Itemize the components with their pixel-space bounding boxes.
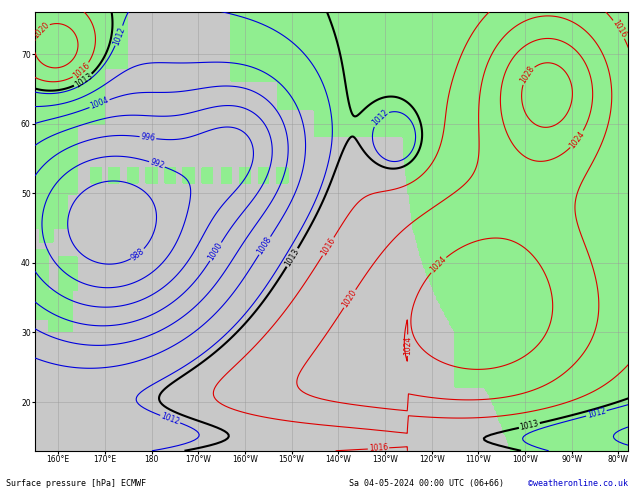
Text: 1012: 1012 bbox=[370, 108, 390, 128]
Text: 1016: 1016 bbox=[72, 61, 92, 80]
Text: ©weatheronline.co.uk: ©weatheronline.co.uk bbox=[527, 479, 628, 488]
Text: 1012: 1012 bbox=[112, 25, 127, 46]
Text: Sa 04-05-2024 00:00 UTC (06+66): Sa 04-05-2024 00:00 UTC (06+66) bbox=[349, 479, 503, 488]
Text: 1024: 1024 bbox=[403, 336, 412, 355]
Text: 1020: 1020 bbox=[340, 288, 359, 309]
Text: 1016: 1016 bbox=[624, 186, 634, 206]
Text: 988: 988 bbox=[129, 246, 146, 262]
Text: 1016: 1016 bbox=[368, 443, 389, 453]
Text: 1013: 1013 bbox=[283, 247, 301, 268]
Text: 1016: 1016 bbox=[611, 19, 628, 40]
Text: 992: 992 bbox=[149, 158, 165, 171]
Text: 1020: 1020 bbox=[31, 21, 51, 40]
Text: 1012: 1012 bbox=[586, 407, 607, 420]
Text: 1024: 1024 bbox=[429, 255, 448, 275]
Text: 1016: 1016 bbox=[320, 236, 337, 257]
Text: 1000: 1000 bbox=[207, 241, 224, 262]
Text: 1004: 1004 bbox=[89, 96, 110, 111]
Text: 1012: 1012 bbox=[160, 412, 181, 427]
Text: Surface pressure [hPa] ECMWF: Surface pressure [hPa] ECMWF bbox=[6, 479, 146, 488]
Text: 1008: 1008 bbox=[256, 235, 274, 256]
Text: 1013: 1013 bbox=[73, 72, 94, 90]
Text: 996: 996 bbox=[140, 132, 156, 143]
Text: 1024: 1024 bbox=[568, 129, 587, 150]
Text: 1028: 1028 bbox=[519, 65, 536, 86]
Text: 1013: 1013 bbox=[519, 419, 540, 432]
